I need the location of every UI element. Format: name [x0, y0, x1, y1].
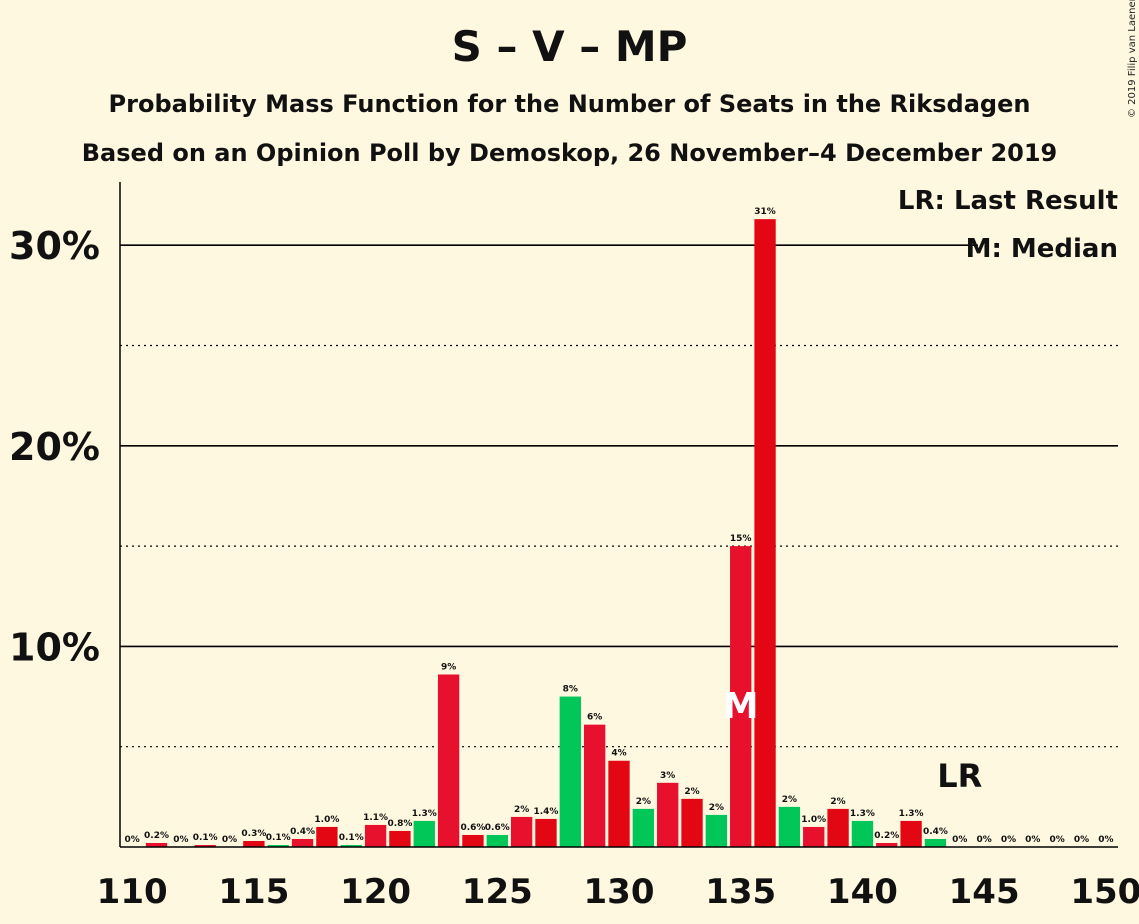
bar-label-114: 0%	[222, 835, 237, 845]
bar-label-144: 0%	[952, 835, 967, 845]
bar-label-122: 1.3%	[412, 809, 437, 819]
bar-seat-118	[316, 826, 338, 847]
bar-seat-124	[462, 834, 484, 847]
bar-label-123: 9%	[441, 662, 456, 672]
bar-seat-130	[608, 760, 630, 847]
chart-subtitle-source: Based on an Opinion Poll by Demoskop, 26…	[81, 139, 1058, 167]
bar-label-150: 0%	[1098, 835, 1113, 845]
bar-seat-131	[632, 808, 655, 847]
bar-label-147: 0%	[1025, 835, 1040, 845]
bar-label-133: 2%	[684, 787, 699, 797]
bar-label-140: 1.3%	[850, 809, 875, 819]
bar-seat-122	[413, 820, 435, 847]
bar-label-130: 4%	[611, 749, 626, 759]
bar-seat-139	[827, 808, 849, 847]
bar-seat-129	[583, 724, 606, 847]
legend-group: LR: Last Result M: Median	[898, 183, 1118, 265]
y-tick-label: 20%	[9, 425, 100, 469]
bar-seat-142	[900, 820, 922, 847]
x-tick-label: 120	[340, 872, 411, 912]
bar-label-142: 1.3%	[899, 809, 924, 819]
legend-median: M: Median	[966, 234, 1118, 264]
bar-label-121: 0.8%	[387, 819, 412, 829]
bar-label-111: 0.2%	[144, 831, 169, 841]
bar-seat-117	[291, 838, 314, 847]
x-tick-label: 110	[97, 872, 168, 912]
bar-label-132: 3%	[660, 771, 675, 781]
bar-label-131: 2%	[636, 797, 651, 807]
bar-label-138: 1.0%	[801, 815, 826, 825]
bar-label-148: 0%	[1050, 835, 1065, 845]
chart-subtitle: Probability Mass Function for the Number…	[108, 90, 1031, 118]
bar-label-126: 2%	[514, 805, 529, 815]
median-marker: M	[723, 686, 759, 727]
bar-label-128: 8%	[563, 685, 578, 695]
legend-last-result: LR: Last Result	[898, 186, 1118, 216]
last-result-marker: LR	[937, 757, 982, 795]
bar-seat-113	[194, 844, 216, 847]
bar-label-110: 0%	[125, 835, 140, 845]
bar-seat-127	[535, 818, 557, 847]
bar-label-146: 0%	[1001, 835, 1016, 845]
bar-seat-132	[657, 782, 679, 847]
axes-group: 10% 20% 30% 110 115 120 125 130 135 140 145 150	[9, 182, 1139, 912]
bar-label-139: 2%	[830, 797, 845, 807]
bar-label-135: 15%	[730, 534, 752, 544]
x-tick-label: 115	[218, 872, 289, 912]
bar-label-149: 0%	[1074, 835, 1089, 845]
bar-seat-119	[340, 844, 362, 847]
bar-seat-136	[754, 219, 776, 848]
bar-label-129: 6%	[587, 713, 602, 723]
bar-seat-123	[437, 674, 460, 847]
bars-group: 0% 0.2% 0% 0.1% 0%0.3% 0.1%0.4%1.0%0.1%1.1%0.…	[125, 207, 1113, 848]
bar-label-127: 1.4%	[533, 807, 558, 817]
legend-background	[928, 183, 1118, 217]
bar-seat-125	[486, 834, 508, 847]
x-tick-label: 130	[584, 872, 655, 912]
bar-seat-115	[243, 840, 265, 847]
bar-seat-135	[730, 546, 752, 847]
bar-label-115: 0.3%	[241, 829, 266, 839]
bar-label-124: 0.6%	[460, 823, 485, 833]
y-tick-label: 10%	[9, 625, 100, 669]
x-tick-label: 150	[1070, 872, 1139, 912]
legend-background	[978, 231, 1118, 265]
x-tick-label: 125	[462, 872, 533, 912]
bar-seat-121	[389, 830, 411, 847]
x-tick-label: 140	[827, 872, 898, 912]
bar-label-119: 0.1%	[339, 833, 364, 843]
bar-label-136: 31%	[754, 207, 776, 217]
bar-label-113: 0.1%	[193, 833, 218, 843]
x-tick-label: 145	[949, 872, 1020, 912]
bar-label-125: 0.6%	[485, 823, 510, 833]
bar-label-134: 2%	[709, 803, 724, 813]
bar-seat-134	[705, 814, 728, 847]
bar-seat-128	[559, 696, 581, 847]
bar-label-117: 0.4%	[290, 827, 315, 837]
bar-seat-138	[803, 826, 825, 847]
bar-label-112: 0%	[173, 835, 188, 845]
bar-label-141: 0.2%	[874, 831, 899, 841]
bar-label-120: 1.1%	[363, 813, 388, 823]
bar-label-116: 0.1%	[266, 833, 291, 843]
bar-seat-111	[145, 842, 168, 847]
bar-label-137: 2%	[782, 795, 797, 805]
chart-title: S – V – MP	[451, 22, 688, 71]
bar-seat-137	[778, 806, 801, 847]
grid-lines	[120, 244, 1118, 748]
bar-label-118: 1.0%	[314, 815, 339, 825]
bar-seat-126	[510, 816, 533, 847]
bar-seat-116	[267, 844, 289, 847]
bar-label-143: 0.4%	[923, 827, 948, 837]
bar-seat-140	[851, 820, 874, 847]
bar-seat-143	[924, 838, 947, 847]
bar-label-145: 0%	[976, 835, 991, 845]
y-tick-label: 30%	[9, 224, 100, 268]
bar-seat-141	[876, 842, 898, 847]
bar-seat-120	[364, 824, 387, 847]
x-tick-label: 135	[705, 872, 776, 912]
bar-seat-133	[681, 798, 703, 847]
